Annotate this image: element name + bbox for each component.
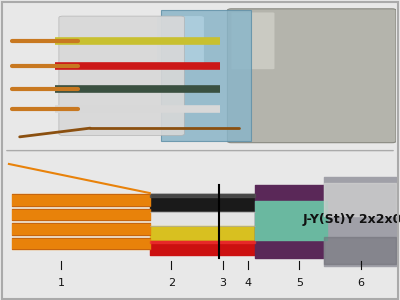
FancyBboxPatch shape <box>157 16 204 70</box>
Text: 5: 5 <box>296 278 303 288</box>
Text: 2: 2 <box>168 278 175 288</box>
Polygon shape <box>161 10 251 141</box>
Text: 3: 3 <box>219 278 226 288</box>
FancyBboxPatch shape <box>59 16 184 135</box>
Text: J-Y(St)Y 2x2x0,8: J-Y(St)Y 2x2x0,8 <box>302 213 400 226</box>
FancyBboxPatch shape <box>231 13 274 69</box>
Text: 1: 1 <box>58 278 65 288</box>
Text: 4: 4 <box>245 278 252 288</box>
FancyBboxPatch shape <box>228 9 396 143</box>
Text: 6: 6 <box>357 278 364 288</box>
